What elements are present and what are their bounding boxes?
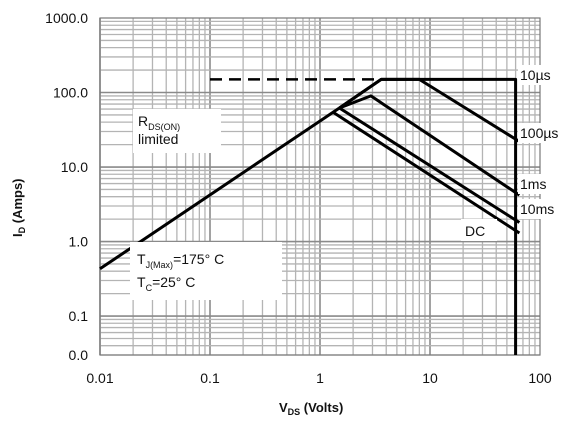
label-1ms-bg — [518, 174, 562, 194]
label-10ms-bg — [518, 199, 568, 219]
x-tick-label: 100 — [528, 370, 552, 386]
grid-lines — [99, 17, 541, 356]
x-axis-label-sub: DS — [288, 407, 301, 417]
x-tick-label: 0.01 — [86, 370, 113, 386]
y-axis-label-sub: D — [17, 226, 27, 233]
y-tick-label: 100.0 — [53, 85, 88, 101]
tj-sub: J(Max) — [146, 260, 174, 270]
series-line-1ms — [338, 94, 521, 197]
label-100us-bg — [518, 123, 573, 143]
x-axis-label-rest: (Volts) — [300, 400, 343, 415]
x-axis-label: VDS (Volts) — [279, 400, 343, 417]
series-line-rds-on-limited — [99, 106, 341, 271]
tc-annotation: TC=25° C — [137, 274, 195, 293]
y-tick-label: 0.1 — [69, 308, 89, 324]
series-line-10-s — [338, 77, 518, 355]
x-tick-label: 1 — [316, 370, 324, 386]
y-tick-label: 10.0 — [61, 159, 88, 175]
x-tick-label: 10 — [422, 370, 438, 386]
curve-label-10us: 10µs — [520, 67, 551, 83]
chart-series — [99, 77, 521, 355]
curve-label-10ms: 10ms — [520, 201, 554, 217]
x-tick-label: 0.1 — [200, 370, 220, 386]
y-axis-label: ID (Amps) — [10, 178, 27, 237]
series-line-100-s — [338, 77, 521, 143]
x-axis-label-main: V — [279, 400, 288, 415]
y-tick-label: 1.0 — [69, 234, 89, 250]
rds-annotation: RDS(ON) — [138, 113, 180, 132]
tc-main: T — [137, 274, 146, 290]
series-line-dc — [331, 110, 521, 235]
y-tick-label: 1000.0 — [45, 10, 88, 26]
label-dc-bg — [461, 219, 497, 241]
tc-value: =25° C — [152, 274, 195, 290]
y-tick-label: 0.0 — [69, 347, 89, 363]
temperature-annotation-background — [130, 242, 282, 300]
tc-sub: C — [146, 283, 153, 293]
y-axis-label-rest: (Amps) — [10, 178, 25, 226]
curve-label-dc: DC — [465, 223, 485, 239]
rds-main: R — [138, 113, 148, 129]
tj-value: =175° C — [173, 251, 224, 267]
rds-sub: DS(ON) — [148, 122, 180, 132]
curve-label-1ms: 1ms — [520, 176, 546, 192]
curve-label-100us: 100µs — [520, 125, 558, 141]
tj-annotation: TJ(Max)=175° C — [137, 251, 224, 270]
series-line-10ms — [338, 106, 521, 224]
rds-annotation-background — [133, 109, 221, 153]
y-axis-label-main: I — [10, 233, 25, 237]
label-10us-bg — [518, 65, 562, 85]
tj-main: T — [137, 251, 146, 267]
rds-limited-label: limited — [138, 131, 178, 147]
